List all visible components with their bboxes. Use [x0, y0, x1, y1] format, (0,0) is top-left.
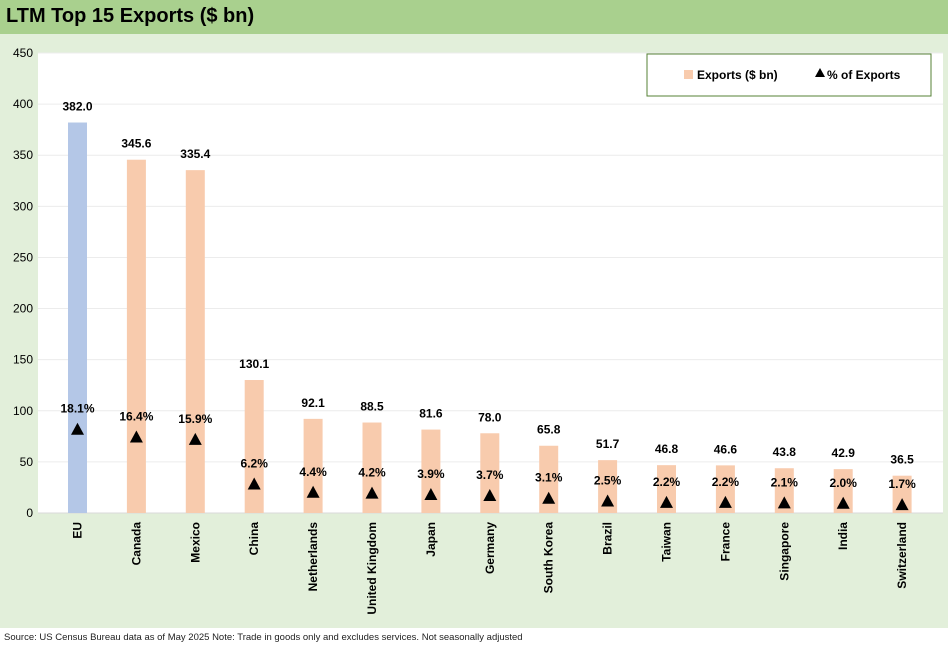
bar-value-label: 46.6: [714, 442, 738, 456]
percent-marker: [365, 486, 379, 499]
bar-france: [715, 465, 735, 513]
legend-label-exports: Exports ($ bn): [697, 68, 778, 82]
y-tick-label: 300: [13, 199, 33, 213]
percent-marker: [895, 498, 909, 511]
bar-value-label: 345.6: [121, 137, 151, 151]
percent-marker: [836, 496, 850, 509]
bar-india: [833, 469, 853, 513]
x-category-label: India: [836, 522, 850, 550]
x-category-label: Mexico: [188, 522, 202, 563]
y-tick-label: 0: [26, 506, 33, 520]
percent-marker: [71, 422, 84, 435]
x-category-label: Netherlands: [306, 522, 320, 592]
x-category-label: Brazil: [601, 522, 615, 555]
y-tick-label: 150: [13, 353, 33, 367]
bar-china: [244, 380, 264, 513]
x-category-label: Canada: [129, 522, 143, 566]
bar-value-label: 51.7: [596, 437, 620, 451]
x-category-label: United Kingdom: [365, 522, 379, 615]
title-bar: LTM Top 15 Exports ($ bn): [0, 0, 948, 34]
y-tick-label: 200: [13, 302, 33, 316]
bar-value-label: 78.0: [478, 410, 502, 424]
x-category-label: Taiwan: [660, 522, 674, 562]
bar-south-korea: [539, 445, 559, 513]
percent-value-label: 2.1%: [771, 475, 799, 489]
percent-marker: [660, 495, 673, 508]
percent-marker: [718, 495, 732, 508]
legend-box: [646, 53, 932, 97]
bar-value-label: 130.1: [239, 357, 269, 371]
percent-value-label: 4.2%: [358, 466, 386, 480]
percent-value-label: 3.7%: [476, 468, 504, 482]
y-tick-label: 400: [13, 97, 33, 111]
percent-marker: [601, 494, 615, 507]
x-category-label: Japan: [424, 522, 438, 557]
percent-marker: [306, 485, 320, 498]
bar-eu: [68, 122, 87, 513]
x-category-label: EU: [71, 522, 85, 539]
x-category-label: China: [247, 522, 261, 556]
percent-value-label: 3.1%: [535, 471, 563, 485]
bar-mexico: [185, 170, 205, 513]
bar-value-label: 46.8: [655, 442, 679, 456]
y-tick-label: 50: [20, 455, 34, 469]
percent-value-label: 3.9%: [417, 467, 445, 481]
percent-marker: [542, 491, 556, 504]
bar-switzerland: [892, 475, 912, 513]
percent-marker: [424, 488, 438, 501]
y-tick-label: 450: [13, 46, 33, 60]
x-category-label: Switzerland: [895, 522, 909, 589]
bar-value-label: 382.0: [62, 100, 92, 114]
y-tick-label: 250: [13, 250, 33, 264]
bar-value-label: 43.8: [773, 445, 797, 459]
bar-value-label: 65.8: [537, 423, 561, 437]
percent-value-label: 15.9%: [178, 412, 212, 426]
x-category-label: Germany: [483, 522, 497, 574]
x-category-label: France: [718, 522, 732, 562]
percent-value-label: 2.5%: [594, 474, 622, 488]
x-category-label: South Korea: [542, 522, 556, 594]
x-category-label: Singapore: [777, 522, 791, 581]
y-tick-label: 350: [13, 148, 33, 162]
percent-marker: [777, 496, 791, 509]
bar-singapore: [774, 468, 794, 513]
legend-triangle-icon: [815, 68, 825, 77]
percent-marker: [247, 477, 261, 490]
chart-title: LTM Top 15 Exports ($ bn): [6, 5, 255, 27]
legend-label-percent: % of Exports: [827, 68, 901, 82]
bar-value-label: 88.5: [360, 400, 384, 414]
percent-marker: [188, 432, 202, 445]
percent-value-label: 2.2%: [712, 475, 740, 489]
legend-swatch-exports: [684, 70, 693, 79]
percent-value-label: 18.1%: [60, 402, 94, 416]
percent-marker: [129, 430, 143, 443]
y-tick-label: 100: [13, 404, 33, 418]
bar-germany: [480, 433, 500, 513]
bar-value-label: 335.4: [180, 147, 210, 161]
percent-value-label: 2.2%: [653, 475, 681, 489]
bar-brazil: [598, 460, 618, 513]
bar-canada: [126, 159, 146, 513]
percent-value-label: 6.2%: [241, 456, 269, 470]
bar-taiwan: [657, 465, 676, 513]
bar-value-label: 81.6: [419, 407, 443, 421]
percent-value-label: 1.7%: [888, 477, 916, 491]
source-note: Source: US Census Bureau data as of May …: [4, 632, 523, 643]
percent-value-label: 2.0%: [830, 476, 858, 490]
bar-netherlands: [303, 418, 323, 513]
percent-marker: [483, 488, 497, 501]
bar-value-label: 92.1: [301, 396, 325, 410]
bar-united-kingdom: [362, 422, 382, 513]
bar-value-label: 36.5: [890, 453, 914, 467]
bar-japan: [421, 429, 441, 513]
bar-value-label: 42.9: [832, 446, 856, 460]
percent-value-label: 4.4%: [299, 465, 327, 479]
percent-value-label: 16.4%: [119, 410, 153, 424]
